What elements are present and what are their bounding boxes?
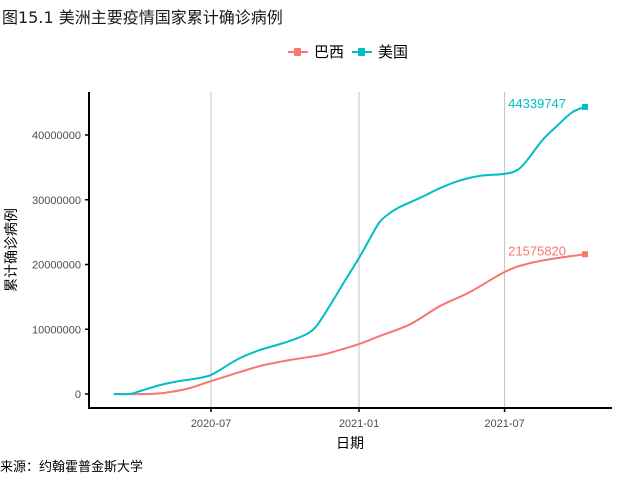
legend-item-usa: 美国 — [352, 41, 408, 62]
y-tick-label: 40000000 — [32, 130, 81, 142]
x-tick-label: 2021-07 — [484, 418, 524, 430]
legend: 巴西 美国 — [288, 41, 416, 62]
chart-title: 图15.1 美洲主要疫情国家累计确诊病例 — [2, 8, 283, 27]
end-label-usa: 44339747 — [508, 96, 566, 111]
end-point-brazil — [582, 251, 589, 258]
y-tick-label: 0 — [75, 389, 81, 401]
source-caption: 来源：约翰霍普金斯大学 — [0, 460, 144, 475]
y-tick-label: 20000000 — [32, 260, 81, 272]
x-tick-label: 2021-01 — [339, 418, 379, 430]
x-tick-label: 2020-07 — [191, 418, 231, 430]
series-line-brazil — [113, 253, 586, 396]
y-tick-label: 30000000 — [32, 195, 81, 207]
x-axis-label: 日期 — [336, 436, 364, 452]
legend-item-brazil: 巴西 — [288, 41, 344, 62]
y-tick-label: 10000000 — [32, 324, 81, 336]
legend-key-usa-icon — [352, 46, 373, 58]
legend-key-brazil-icon — [288, 46, 308, 58]
legend-label-brazil: 巴西 — [314, 43, 345, 61]
end-point-usa — [582, 103, 589, 110]
legend-label-usa: 美国 — [378, 43, 409, 61]
end-label-brazil: 21575820 — [508, 243, 566, 258]
series-line-usa — [113, 105, 586, 396]
y-axis-label: 累计确诊病例 — [4, 208, 20, 292]
